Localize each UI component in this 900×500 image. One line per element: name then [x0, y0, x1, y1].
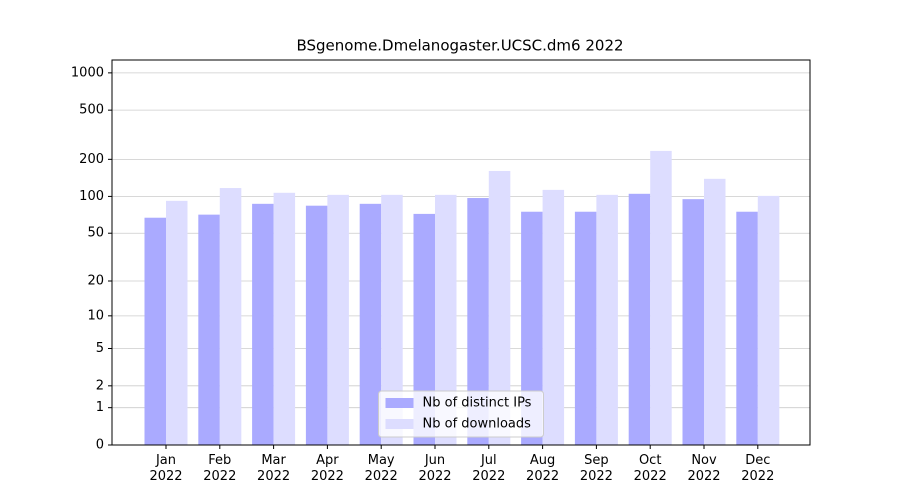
bar [757, 195, 780, 445]
x-tick-label: Nov 2022 [687, 453, 721, 484]
y-tick-label: 1000 [71, 65, 104, 80]
chart-title: BSgenome.Dmelanogaster.UCSC.dm6 2022 [296, 37, 623, 55]
bar [273, 192, 296, 445]
bar [219, 188, 242, 445]
bar [650, 150, 672, 445]
bar [574, 211, 597, 445]
y-tick-label: 2 [96, 378, 104, 393]
legend: Nb of distinct IPs Nb of downloads [378, 390, 544, 438]
bar [435, 194, 457, 445]
legend-label: Nb of distinct IPs [423, 396, 532, 411]
y-tick-label: 100 [79, 189, 104, 204]
bar [596, 194, 618, 445]
legend-swatch [385, 419, 414, 429]
y-tick-label: 20 [87, 274, 104, 289]
legend-box [378, 390, 544, 438]
y-tick-label: 500 [79, 103, 104, 118]
y-tick-label: 200 [79, 152, 104, 167]
bar [413, 213, 435, 445]
bar [467, 198, 489, 445]
bar [521, 211, 543, 445]
bar [736, 211, 758, 445]
x-tick-label: May 2022 [364, 453, 398, 484]
x-tick-label: Jan 2022 [149, 453, 183, 484]
x-tick-label: Sep 2022 [579, 453, 613, 484]
bar [252, 203, 274, 445]
bar [542, 189, 565, 445]
bar [166, 200, 188, 445]
x-tick-label: Apr 2022 [310, 453, 344, 484]
x-tick-label: Jun 2022 [418, 453, 452, 484]
bar [704, 178, 726, 446]
y-tick-label: 10 [87, 308, 104, 323]
legend-swatch [385, 398, 414, 408]
bar [488, 170, 511, 445]
bar [359, 203, 382, 445]
y-tick-label: 50 [87, 226, 104, 241]
bar [305, 205, 328, 445]
x-tick-label: Aug 2022 [526, 453, 560, 484]
bar [198, 214, 220, 445]
x-tick-label: Oct 2022 [633, 453, 667, 484]
bar [628, 193, 651, 445]
y-tick-label: 1 [96, 400, 104, 415]
bar [327, 194, 349, 445]
bar [381, 194, 403, 445]
x-tick-label: Dec 2022 [741, 453, 775, 484]
bar [144, 217, 166, 445]
legend-label: Nb of downloads [423, 417, 532, 432]
y-tick-label: 5 [96, 341, 104, 356]
plot-frame [111, 59, 811, 446]
x-tick-label: Jul 2022 [472, 453, 506, 484]
x-tick-label: Mar 2022 [257, 453, 291, 484]
y-tick-label: 0 [96, 438, 104, 453]
x-tick-label: Feb 2022 [203, 453, 237, 484]
bar [682, 199, 704, 445]
